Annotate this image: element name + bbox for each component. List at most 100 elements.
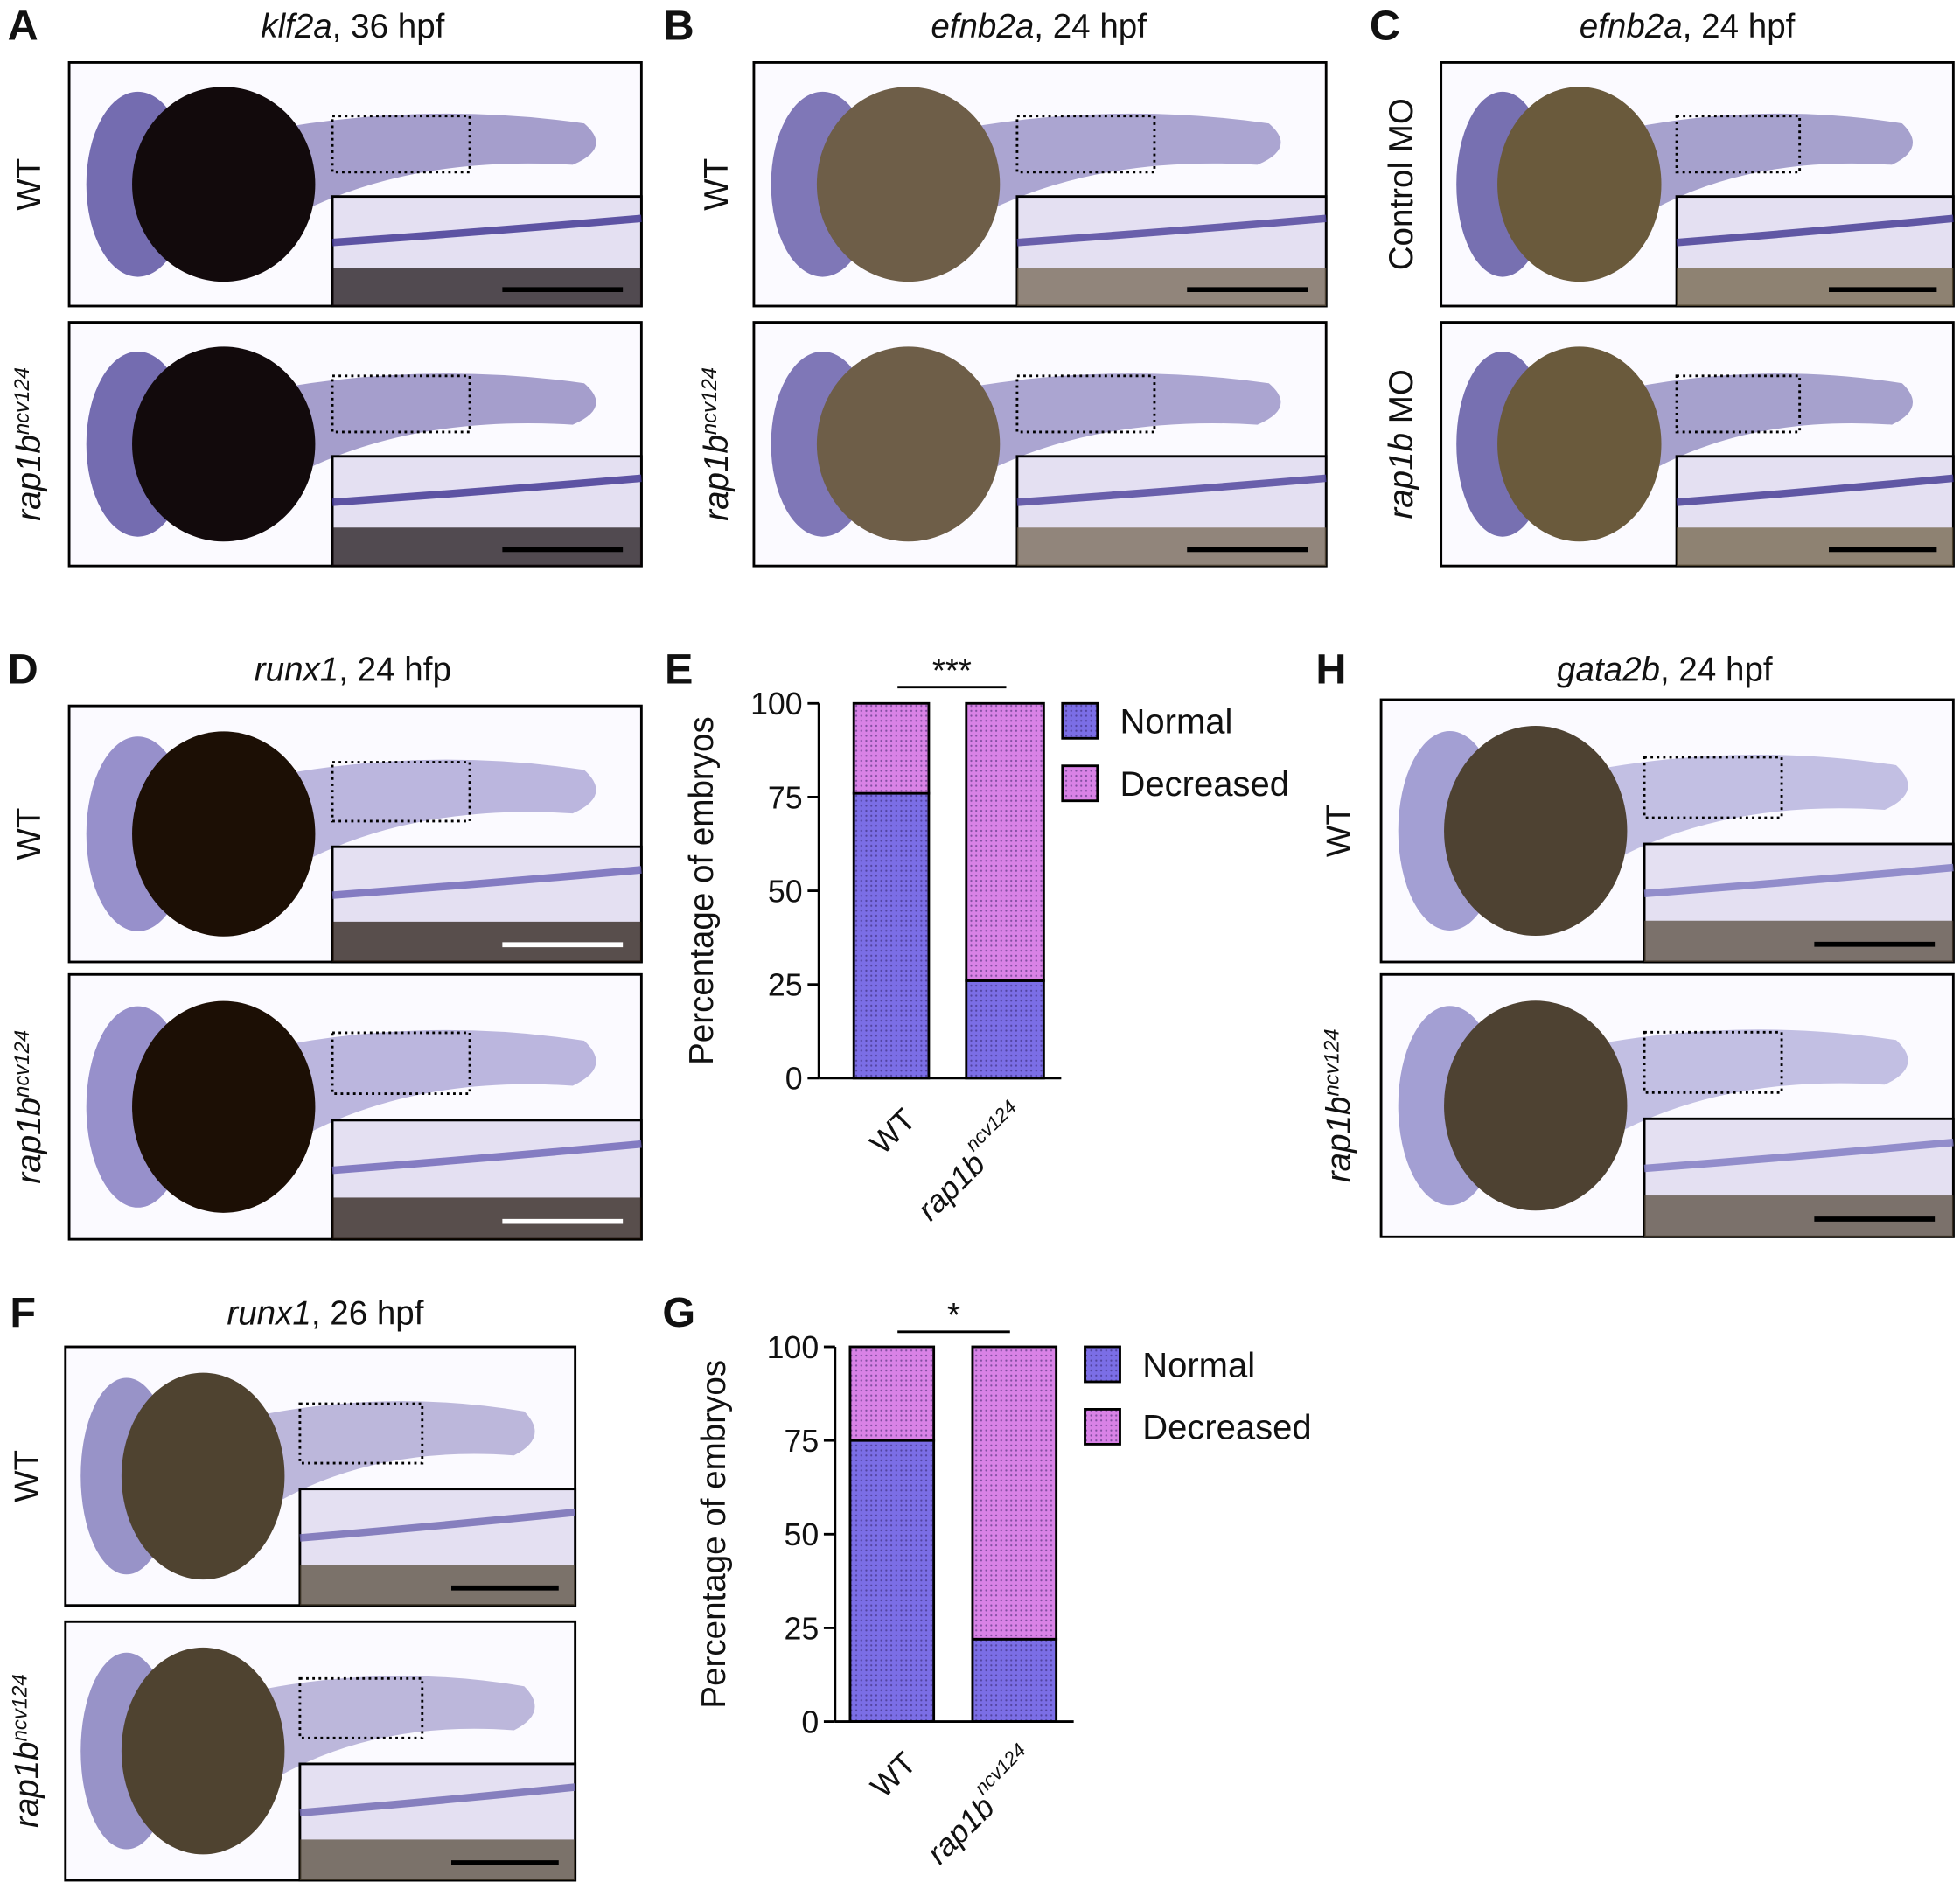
significance: *** [932,652,972,690]
legend-swatch [1084,1408,1121,1446]
row-label: rap1bncv124 [697,367,736,521]
inset-yolk [332,268,642,306]
y-tick-label: 25 [768,968,803,1003]
row-label: WT [10,158,48,211]
panel-title: efnb2a, 24 hpf [1580,8,1796,45]
text-part: rap1b [10,1098,48,1184]
text-part: ncv124 [8,1674,31,1741]
embryo-yolk [1444,1000,1628,1211]
legend-label: Normal [1142,1346,1255,1384]
inset-yolk [299,1565,575,1606]
inset-yolk [332,921,642,962]
embryo-yolk [132,346,316,542]
zoom-box [1675,374,1802,434]
embryo-yolk [132,1000,316,1213]
legend-label: Decreased [1142,1409,1311,1447]
y-axis-label: Percentage of embryos [683,716,721,1065]
row-label: WT [8,1450,45,1502]
embryo-yolk [132,731,316,937]
inset-vessel [331,474,642,506]
bar-segment [848,1439,936,1723]
inset-yolk [1677,527,1954,567]
text-part: ncv124 [697,367,721,435]
text-part: rap1b [8,1741,45,1828]
panel-label: D [8,645,38,693]
text-part: WT [8,1450,45,1502]
x-tick-label: WT [863,1745,923,1804]
embryo-tail [241,113,596,214]
text-part: runx1 [227,1294,310,1332]
row-label: rap1bncv124 [8,1674,45,1828]
text-part: rap1b [1320,1097,1357,1183]
text-part: , 24 hpf [1034,8,1147,45]
inset-vessel [1016,214,1327,247]
inset-yolk [1677,268,1954,306]
bar-segment [971,1345,1058,1641]
row-label: rap1bncv124 [1320,1028,1357,1182]
inset-vessel [331,866,642,899]
embryo-tail [1594,113,1913,214]
embryo-tail [218,1676,535,1782]
text-part: gata2b [1557,652,1660,689]
embryo-yolk [816,87,1001,282]
text-part: ncv124 [10,1030,34,1098]
inset-vessel [1643,1139,1954,1173]
bar-segment [965,701,1045,982]
inset-yolk [1644,1195,1954,1237]
legend-swatch [1084,1345,1121,1384]
embryo-yolk [1497,87,1662,282]
text-part: ncv124 [970,1739,1029,1798]
embryo-tail [241,1029,596,1140]
embryo-yolk [1444,726,1628,936]
panel-title: gata2b, 24 hpf [1557,652,1773,689]
inset-vessel [1676,474,1954,506]
text-part: efnb2a [931,8,1034,45]
text-part: Control MO [1383,98,1420,270]
bar-segment [848,1345,936,1442]
embryo-yolk [121,1647,285,1855]
panel-label: C [1370,3,1400,50]
text-part: klf2a [261,8,331,45]
text-part: WT [863,1102,923,1161]
text-part: WT [698,158,736,211]
inset-vessel [299,1508,576,1542]
x-tick-label: rap1bncv124 [904,1096,1036,1227]
row-label: rap1b MO [1383,369,1420,519]
text-part: , 26 hpf [311,1294,424,1332]
text-part: rap1b [1383,433,1420,519]
embryo-tail [1552,754,1908,862]
y-tick-label: 100 [767,1330,820,1365]
embryo-tail [241,373,596,474]
text-part: WT [863,1745,923,1804]
panel-label: A [8,3,38,50]
embryo-tail [925,113,1281,214]
zoom-box [298,1402,424,1465]
text-part: , 24 hfp [338,652,451,689]
bar-segment [852,701,931,795]
embryo-yolk [121,1372,285,1580]
embryo-tail [241,759,596,865]
panel-label: E [665,645,693,693]
text-part: WT [10,808,48,861]
row-label: rap1bncv124 [10,1030,48,1184]
y-tick-label: 50 [784,1517,819,1552]
inset-yolk [332,527,642,567]
embryo-tail [1552,1029,1908,1138]
panel-label: F [10,1289,36,1336]
row-label: WT [1320,805,1357,857]
text-part: rap1b [698,435,736,521]
significance: * [947,1297,960,1335]
bar-segment [971,1637,1058,1724]
text-part: rap1b [10,435,48,521]
text-part: , 36 hpf [332,8,445,45]
legend-label: Decreased [1120,765,1289,804]
x-tick-label: WT [863,1102,923,1161]
panel-label: H [1315,645,1346,693]
y-tick-label: 25 [784,1611,819,1646]
text-part: MO [1383,369,1420,433]
inset-vessel [1676,214,1954,247]
text-part: , 24 hpf [1660,652,1773,689]
inset-vessel [299,1783,576,1817]
text-part: WT [10,158,48,211]
